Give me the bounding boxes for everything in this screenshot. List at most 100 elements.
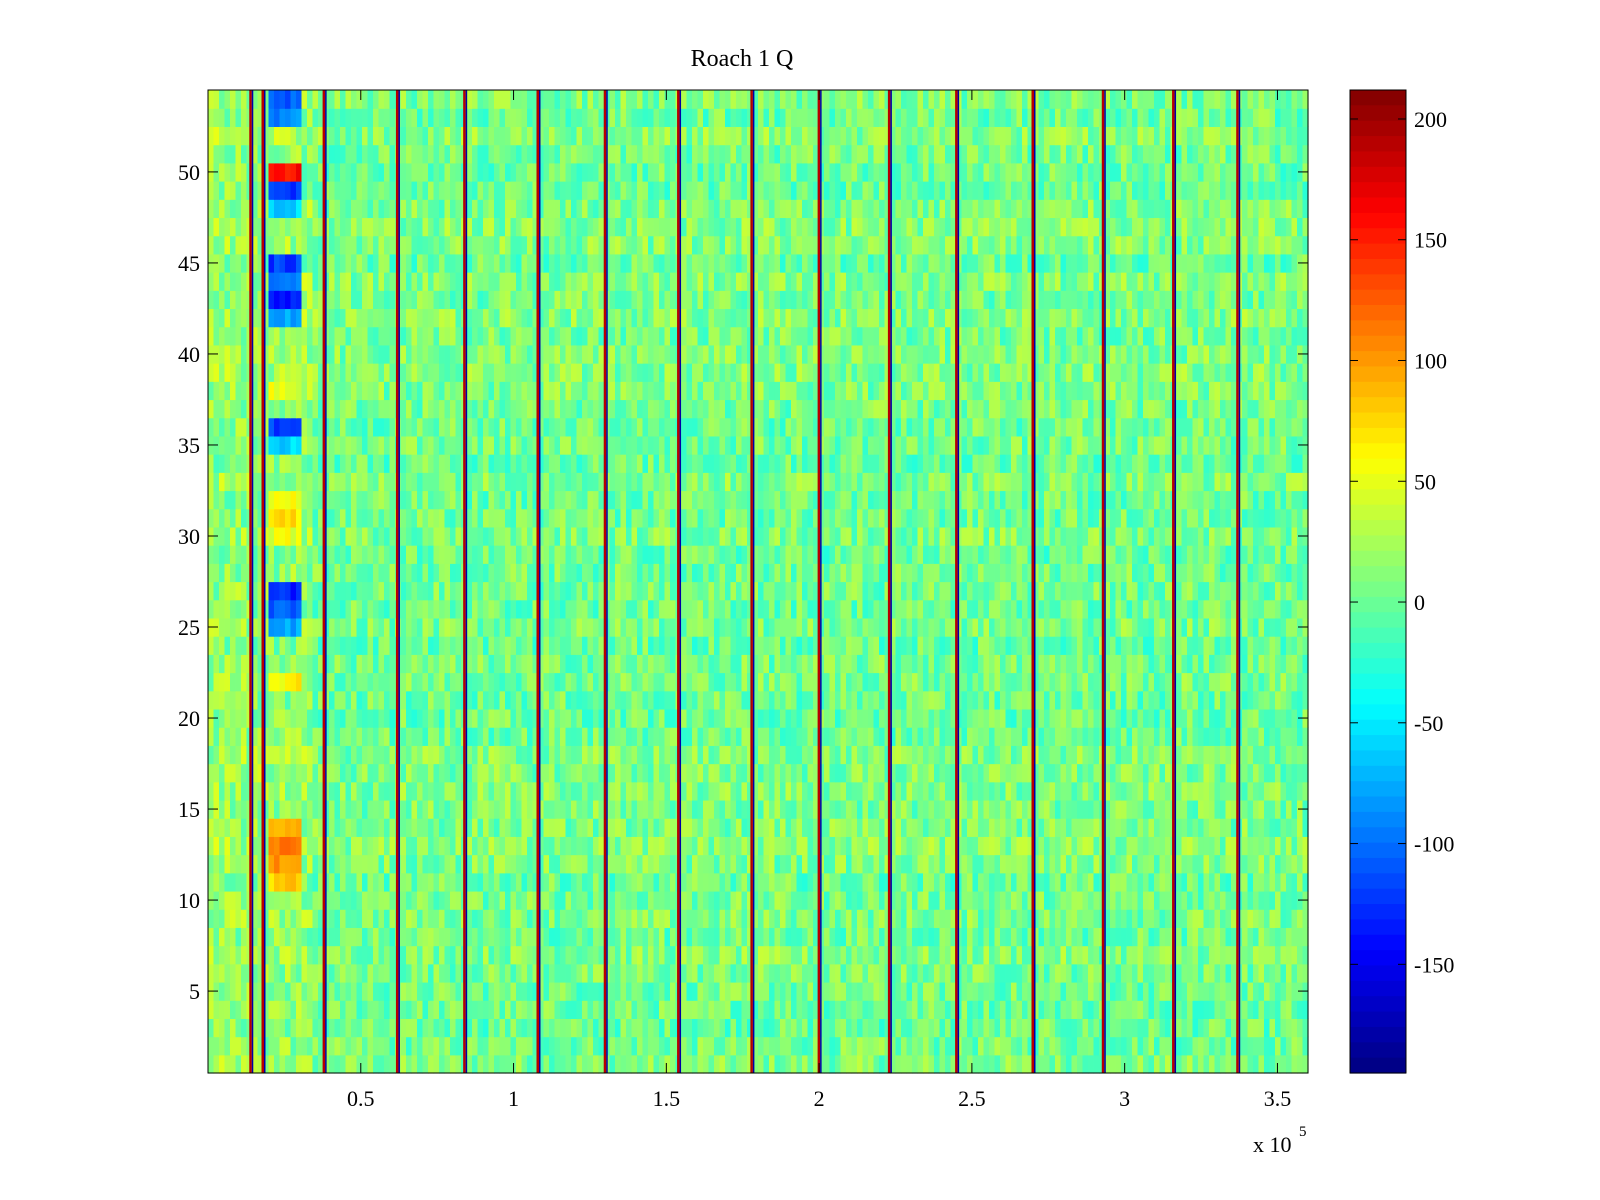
heatmap-cell — [488, 672, 495, 692]
heatmap-cell — [752, 636, 759, 655]
heatmap-cell — [593, 1018, 600, 1038]
heatmap-cell — [516, 781, 523, 801]
heatmap-cell — [1143, 963, 1150, 983]
heatmap-cell — [1187, 927, 1194, 947]
heatmap-cell — [664, 890, 671, 910]
heatmap-cell — [978, 927, 985, 947]
heatmap-cell — [598, 727, 605, 746]
heatmap-cell — [906, 672, 913, 692]
heatmap-cell — [1148, 1036, 1155, 1056]
heatmap-cell — [670, 654, 677, 674]
heatmap-cell — [417, 890, 424, 910]
heatmap-cell — [631, 672, 638, 692]
heatmap-cell — [576, 927, 583, 947]
heatmap-cell — [763, 1018, 770, 1038]
heatmap-cell — [939, 909, 946, 928]
heatmap-cell — [1044, 1000, 1051, 1019]
heatmap-cell — [1022, 727, 1029, 746]
heatmap-cell — [516, 1054, 523, 1074]
heatmap-cell — [620, 636, 627, 655]
heatmap-cell — [917, 1000, 924, 1019]
heatmap-cell — [571, 763, 578, 783]
heatmap-cell — [1055, 763, 1062, 783]
heatmap-cell — [400, 727, 407, 746]
heatmap-cell — [411, 818, 418, 837]
heatmap-cell — [1176, 818, 1183, 837]
heatmap-cell — [890, 854, 897, 874]
heatmap-cell — [967, 927, 974, 947]
heatmap-cell — [351, 727, 358, 746]
heatmap-cell — [230, 836, 237, 856]
heatmap-cell — [1198, 1018, 1205, 1038]
heatmap-cell — [560, 1054, 567, 1074]
heatmap-cell — [868, 763, 875, 783]
heatmap-cell — [1082, 854, 1089, 874]
heatmap-cell — [703, 617, 710, 637]
heatmap-cell — [1033, 672, 1040, 692]
heatmap-cell — [769, 690, 776, 710]
heatmap-cell — [703, 981, 710, 1001]
heatmap-cell — [813, 818, 820, 837]
heatmap-cell — [791, 909, 798, 928]
heatmap-cell — [1165, 963, 1172, 983]
heatmap-cell — [620, 927, 627, 947]
heatmap-cell — [890, 1036, 897, 1056]
heatmap-cell — [1209, 763, 1216, 783]
heatmap-cell — [945, 799, 952, 819]
heatmap-cell — [554, 963, 561, 983]
heatmap-cell — [824, 617, 831, 637]
heatmap-cell — [219, 654, 226, 674]
heatmap-cell — [263, 854, 270, 874]
heatmap-cell — [928, 690, 935, 710]
heatmap-cell — [1225, 1000, 1232, 1019]
heatmap-cell — [1242, 1018, 1249, 1038]
heatmap-cell — [1143, 727, 1150, 746]
heatmap-cell — [626, 909, 633, 928]
heatmap-cell — [488, 763, 495, 783]
heatmap-cell — [802, 945, 809, 965]
heatmap-cell — [994, 1018, 1001, 1038]
heatmap-cell — [714, 945, 721, 965]
heatmap-cell — [1132, 945, 1139, 965]
heatmap-cell — [862, 727, 869, 746]
heatmap-cell — [565, 799, 572, 819]
heatmap-cell — [565, 909, 572, 928]
heatmap-cell — [835, 836, 842, 856]
heatmap-cell — [774, 636, 781, 655]
heatmap-cell — [1148, 763, 1155, 783]
heatmap-cell — [329, 708, 336, 728]
heatmap-cell — [631, 872, 638, 892]
heatmap-cell — [681, 636, 688, 655]
heatmap-cell — [945, 745, 952, 765]
heatmap-cell — [857, 818, 864, 837]
heatmap-cell — [213, 818, 220, 837]
heatmap-cell — [488, 745, 495, 765]
heatmap-cell — [785, 781, 792, 801]
heatmap-cell — [950, 690, 957, 710]
heatmap-cell — [312, 799, 319, 819]
heatmap-cell — [367, 781, 374, 801]
heatmap-cell — [1033, 836, 1040, 856]
heatmap-cell — [917, 872, 924, 892]
heatmap-cell — [1181, 1036, 1188, 1056]
heatmap-cell — [846, 945, 853, 965]
heatmap-cell — [1016, 708, 1023, 728]
heatmap-cell — [279, 872, 286, 892]
heatmap-cell — [466, 818, 473, 837]
heatmap-cell — [532, 636, 539, 655]
heatmap-cell — [1181, 636, 1188, 655]
heatmap-cell — [994, 745, 1001, 765]
heatmap-cell — [268, 945, 275, 965]
heatmap-cell — [455, 745, 462, 765]
heatmap-cell — [219, 1018, 226, 1038]
heatmap-cell — [263, 945, 270, 965]
heatmap-cell — [1126, 909, 1133, 928]
heatmap-cell — [356, 890, 363, 910]
heatmap-cell — [1126, 690, 1133, 710]
heatmap-cell — [241, 745, 248, 765]
heatmap-cell — [939, 945, 946, 965]
heatmap-cell — [609, 836, 616, 856]
heatmap-cell — [1275, 872, 1282, 892]
heatmap-cell — [285, 872, 292, 892]
heatmap-cell — [208, 1054, 215, 1074]
